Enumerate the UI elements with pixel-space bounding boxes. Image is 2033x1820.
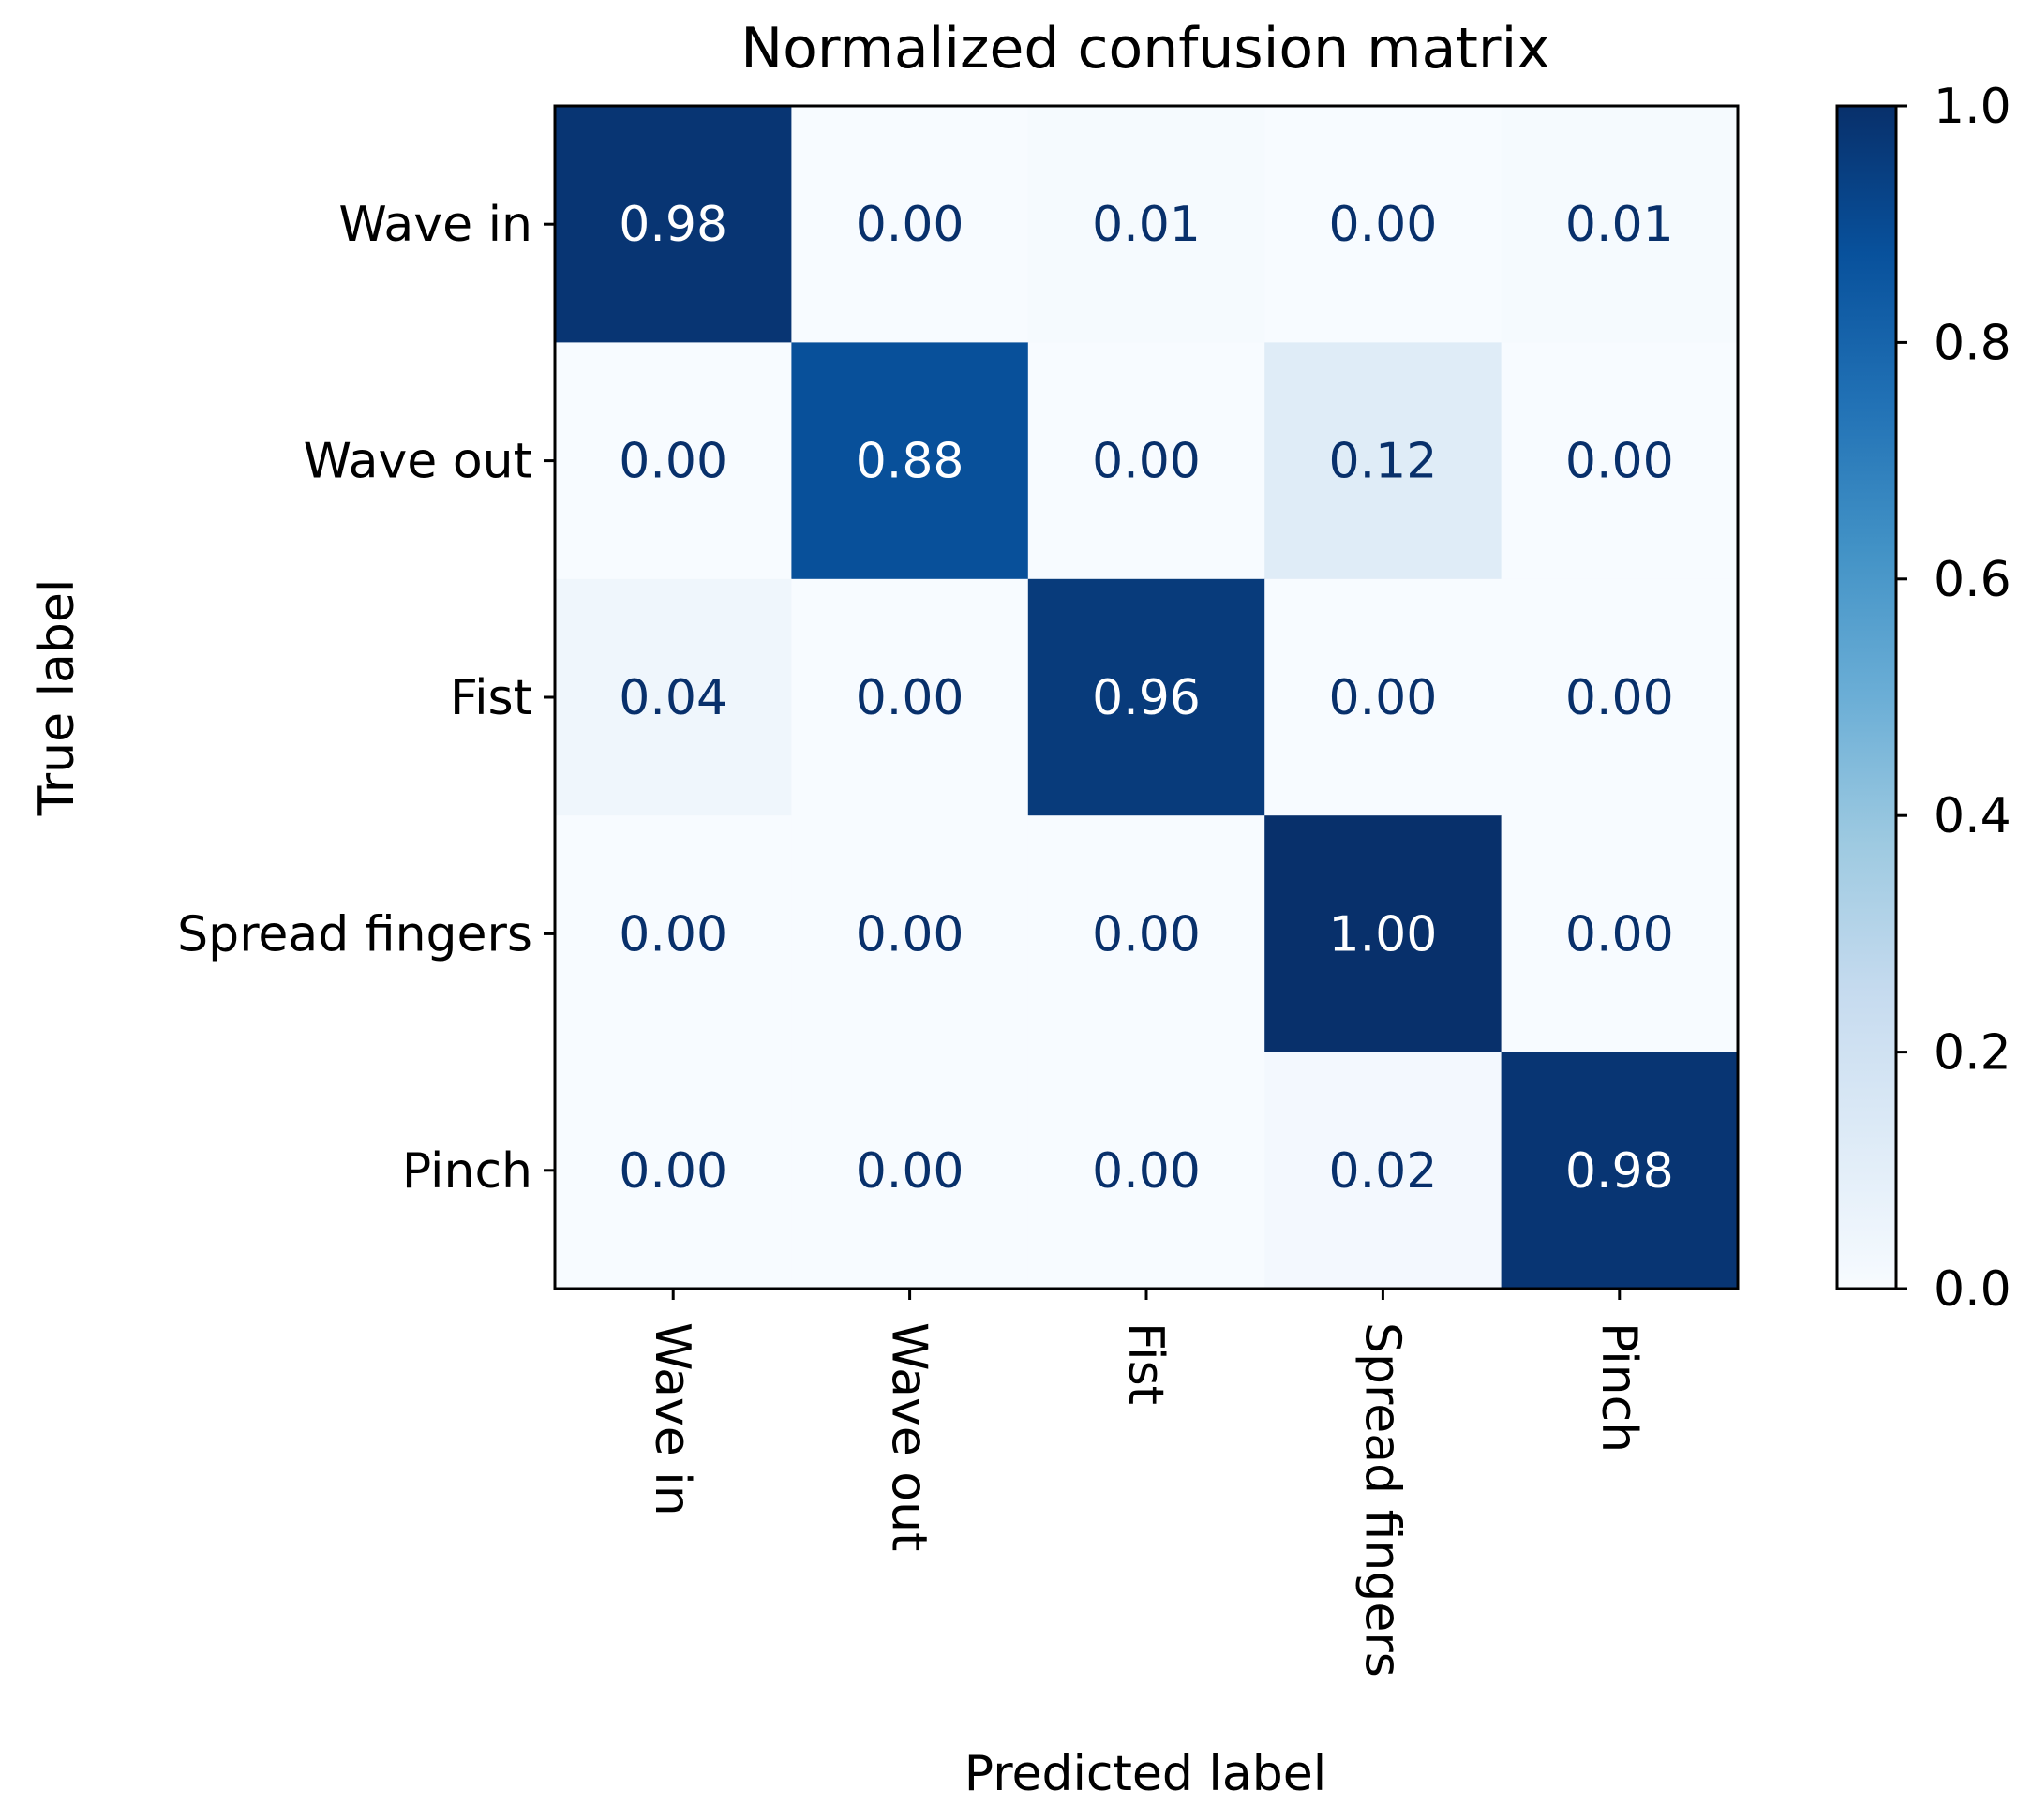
cell-value-label: 0.00	[619, 906, 727, 962]
cell-value-label: 0.00	[1092, 434, 1201, 490]
heatmap-cell	[1501, 815, 1739, 1053]
heatmap-cell	[1501, 342, 1739, 580]
heatmap-cell	[1264, 1052, 1502, 1290]
colorbar-tick-label: 1.0	[1934, 79, 2011, 135]
colorbar-tick-label: 0.8	[1934, 315, 2011, 371]
heatmap-cell	[1027, 106, 1265, 343]
heatmap-cell	[1264, 578, 1502, 816]
heatmap-cell	[791, 815, 1029, 1053]
cell-value-label: 0.00	[1565, 906, 1674, 962]
heatmap-cell	[1501, 578, 1739, 816]
heatmap-cell	[1501, 106, 1739, 343]
cell-value-label: 0.98	[619, 197, 727, 253]
heatmap-cell	[1264, 815, 1502, 1053]
x-tick-label: Spread fingers	[1353, 1322, 1410, 1678]
y-tick-label: Spread fingers	[177, 906, 532, 962]
y-tick-label: Pinch	[402, 1143, 532, 1200]
heatmap-value-labels: 0.98 0.00 0.01 0.00 0.01 0.00 0.88 0.00 0.12 0.00…	[619, 197, 1673, 1200]
heatmap-cell	[1027, 1052, 1265, 1290]
heatmap-cell	[1264, 342, 1502, 580]
colorbar-tick-label: 0.0	[1934, 1261, 2011, 1318]
cell-value-label: 0.96	[1092, 670, 1201, 726]
cell-value-label: 0.00	[1329, 197, 1438, 253]
heatmap-cell	[1027, 815, 1265, 1053]
heatmap-cell	[1027, 342, 1265, 580]
heatmap-cell	[1264, 106, 1502, 343]
cell-value-label: 0.00	[856, 197, 964, 253]
cell-value-label: 0.00	[1092, 906, 1201, 962]
x-tick-label: Wave in	[644, 1322, 700, 1516]
x-axis-label: Predicted label	[964, 1746, 1326, 1802]
heatmap-cell	[555, 342, 792, 580]
cell-value-label: 0.00	[856, 1143, 964, 1200]
cell-value-label: 0.04	[619, 670, 727, 726]
colorbar-ticks: 0.0 0.2 0.4 0.6 0.8 1.0	[1896, 79, 2011, 1318]
chart-title: Normalized confusion matrix	[740, 16, 1550, 82]
heatmap-cell	[555, 106, 792, 343]
y-axis-ticks: Wave in Wave out Fist Spread fingers Pinch	[177, 197, 555, 1200]
colorbar-tick-label: 0.6	[1934, 552, 2011, 608]
cell-value-label: 0.00	[619, 434, 727, 490]
colorbar	[1835, 104, 1898, 1290]
cell-value-label: 1.00	[1329, 906, 1438, 962]
heatmap-cell	[791, 106, 1029, 343]
colorbar-tick-label: 0.2	[1934, 1025, 2011, 1082]
cell-value-label: 0.01	[1565, 197, 1674, 253]
cell-value-label: 0.02	[1329, 1143, 1438, 1200]
heatmap-cell	[791, 1052, 1029, 1290]
cell-value-label: 0.00	[1565, 434, 1674, 490]
cell-value-label: 0.88	[856, 434, 964, 490]
x-axis-ticks: Wave in Wave out Fist Spread fingers Pinch	[644, 1289, 1647, 1678]
cell-value-label: 0.00	[619, 1143, 727, 1200]
y-tick-label: Wave in	[338, 197, 532, 253]
heatmap-cells	[555, 106, 1739, 1290]
x-tick-label: Wave out	[881, 1322, 937, 1551]
x-tick-label: Fist	[1117, 1322, 1173, 1405]
heatmap-cell	[555, 1052, 792, 1290]
cell-value-label: 0.00	[856, 670, 964, 726]
heatmap-cell	[791, 342, 1029, 580]
y-tick-label: Wave out	[304, 434, 532, 490]
cell-value-label: 0.98	[1565, 1143, 1674, 1200]
colorbar-tick-label: 0.4	[1934, 788, 2011, 844]
cell-value-label: 0.00	[1092, 1143, 1201, 1200]
cell-value-label: 0.01	[1092, 197, 1201, 253]
heatmap-cell	[1027, 578, 1265, 816]
heatmap-cell	[791, 578, 1029, 816]
cell-value-label: 0.00	[856, 906, 964, 962]
cell-value-label: 0.12	[1329, 434, 1438, 490]
cell-value-label: 0.00	[1565, 670, 1674, 726]
x-tick-label: Pinch	[1591, 1322, 1647, 1453]
y-axis-label: True label	[29, 579, 85, 817]
cell-value-label: 0.00	[1329, 670, 1438, 726]
heatmap-cell	[555, 578, 792, 816]
heatmap-cell	[1501, 1052, 1739, 1290]
y-tick-label: Fist	[450, 670, 532, 726]
heatmap-cell	[555, 815, 792, 1053]
